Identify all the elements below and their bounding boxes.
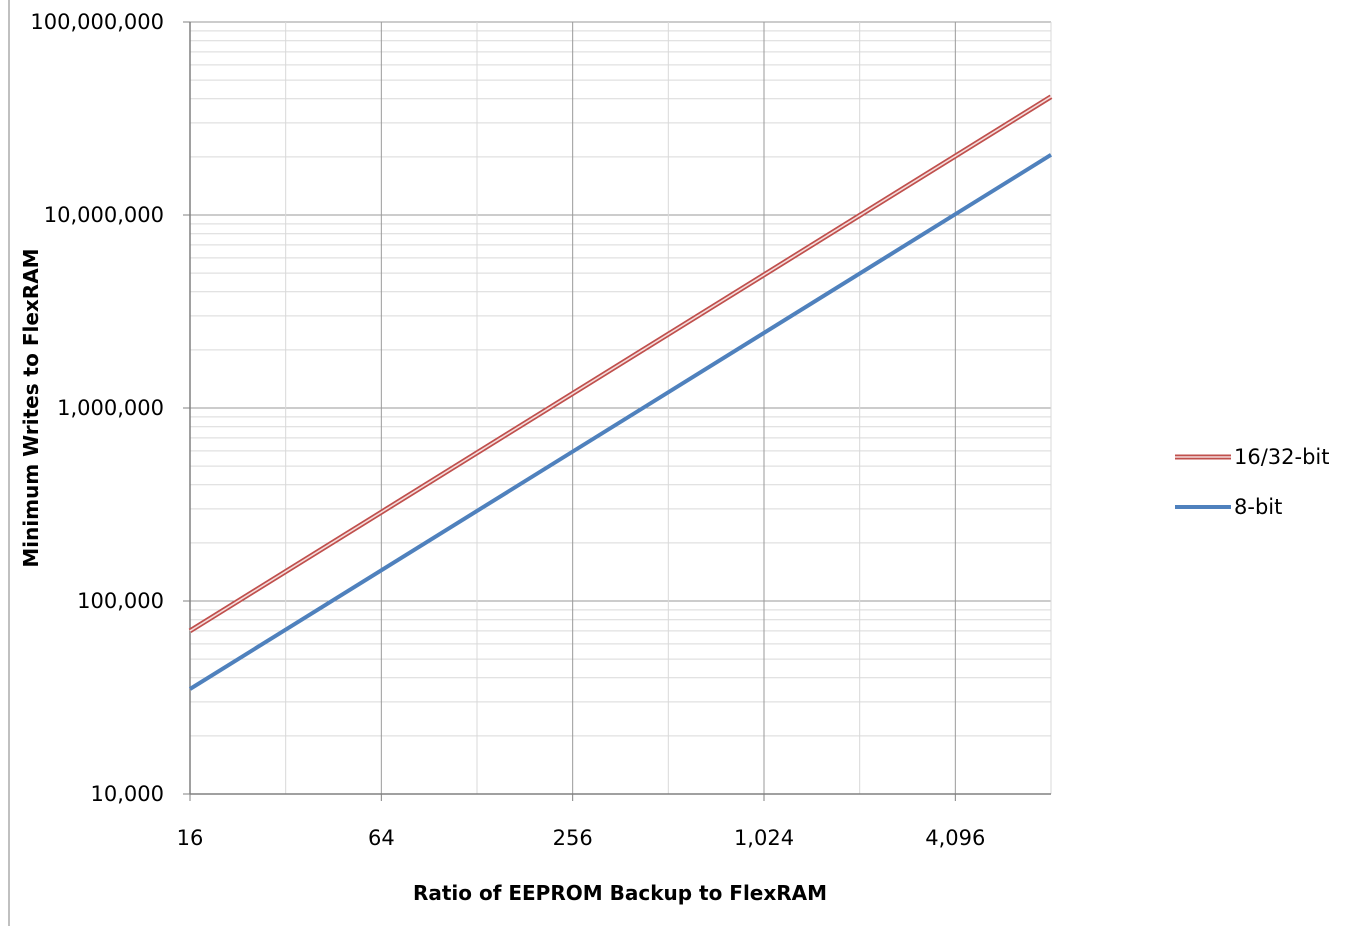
y-tick-label: 10,000 [91, 782, 164, 806]
grid [189, 21, 1052, 795]
series-line-16-32-bit-inner [189, 96, 1052, 632]
legend: 16/32-bit 8-bit [1175, 445, 1330, 519]
y-axis-ticks: 10,000 100,000 1,000,000 10,000,000 100,000,… [30, 10, 190, 806]
series-lines [188, 94, 1053, 691]
y-tick-label: 1,000,000 [57, 396, 164, 420]
x-tick-label: 256 [553, 826, 593, 850]
y-axis-title: Minimum Writes to FlexRAM [19, 248, 43, 567]
y-tick-label: 100,000 [77, 589, 164, 613]
y-tick-label: 100,000,000 [30, 10, 164, 34]
legend-label-8-bit: 8-bit [1234, 495, 1282, 519]
legend-label-16-32-bit: 16/32-bit [1234, 445, 1330, 469]
x-tick-label: 4,096 [925, 826, 985, 850]
series-line-8-bit [188, 153, 1053, 691]
x-axis-title: Ratio of EEPROM Backup to FlexRAM [413, 881, 827, 905]
x-axis-ticks: 16 64 256 1,024 4,096 [177, 794, 985, 850]
x-tick-label: 16 [177, 826, 204, 850]
x-tick-label: 1,024 [734, 826, 794, 850]
x-tick-label: 64 [368, 826, 395, 850]
y-tick-label: 10,000,000 [44, 203, 164, 227]
